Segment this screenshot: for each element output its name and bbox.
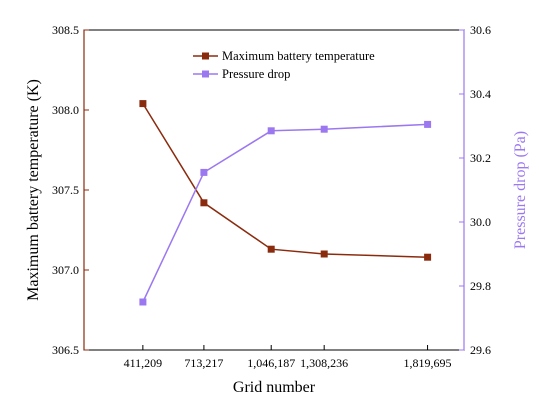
legend-label-temperature: Maximum battery temperature [222,49,375,63]
right-axis-title: Pressure drop (Pa) [512,131,529,249]
data-point-temperature [267,245,275,253]
x-tick-label: 713,217 [184,356,223,370]
left-tick-label: 308.5 [52,23,79,37]
x-tick-label: 411,209 [124,356,163,370]
legend-label-pressure: Pressure drop [222,67,290,81]
data-point-pressure [139,298,147,306]
x-axis-ticks: 411,209 713,217 1,046,187 1,308,236 1,819,69… [124,345,452,370]
right-tick-label: 29.8 [470,279,491,293]
left-axis-title: Maximum battery temperature (K) [25,79,42,301]
legend-marker-pressure [202,70,209,78]
legend-marker-temperature [202,52,209,60]
right-tick-label: 30.6 [470,23,491,37]
left-tick-label: 306.5 [52,343,79,357]
data-point-temperature [200,199,208,207]
data-point-temperature [424,253,432,261]
left-tick-label: 307.0 [52,263,79,277]
series-layer [139,100,432,306]
data-point-pressure [200,168,208,176]
x-tick-label: 1,819,695 [404,356,452,370]
right-tick-label: 30.4 [470,87,491,101]
right-axis-ticks: 29.6 29.8 30.0 30.2 30.4 30.6 [459,23,491,357]
left-tick-label: 307.5 [52,183,79,197]
left-axis-ticks: 306.5 307.0 307.5 308.0 308.5 [52,23,89,357]
x-tick-label: 1,308,236 [300,356,348,370]
legend: Maximum battery temperature Pressure dro… [193,49,375,81]
data-point-pressure [267,127,275,135]
x-tick-label: 1,046,187 [247,356,295,370]
x-axis-title: Grid number [233,379,316,396]
data-point-pressure [424,120,432,128]
left-tick-label: 308.0 [52,103,79,117]
right-tick-label: 30.2 [470,151,491,165]
right-tick-label: 29.6 [470,343,491,357]
data-point-pressure [320,125,328,133]
right-tick-label: 30.0 [470,215,491,229]
series-line-pressure [142,123,428,303]
data-point-temperature [320,250,328,258]
data-point-temperature [139,100,147,108]
